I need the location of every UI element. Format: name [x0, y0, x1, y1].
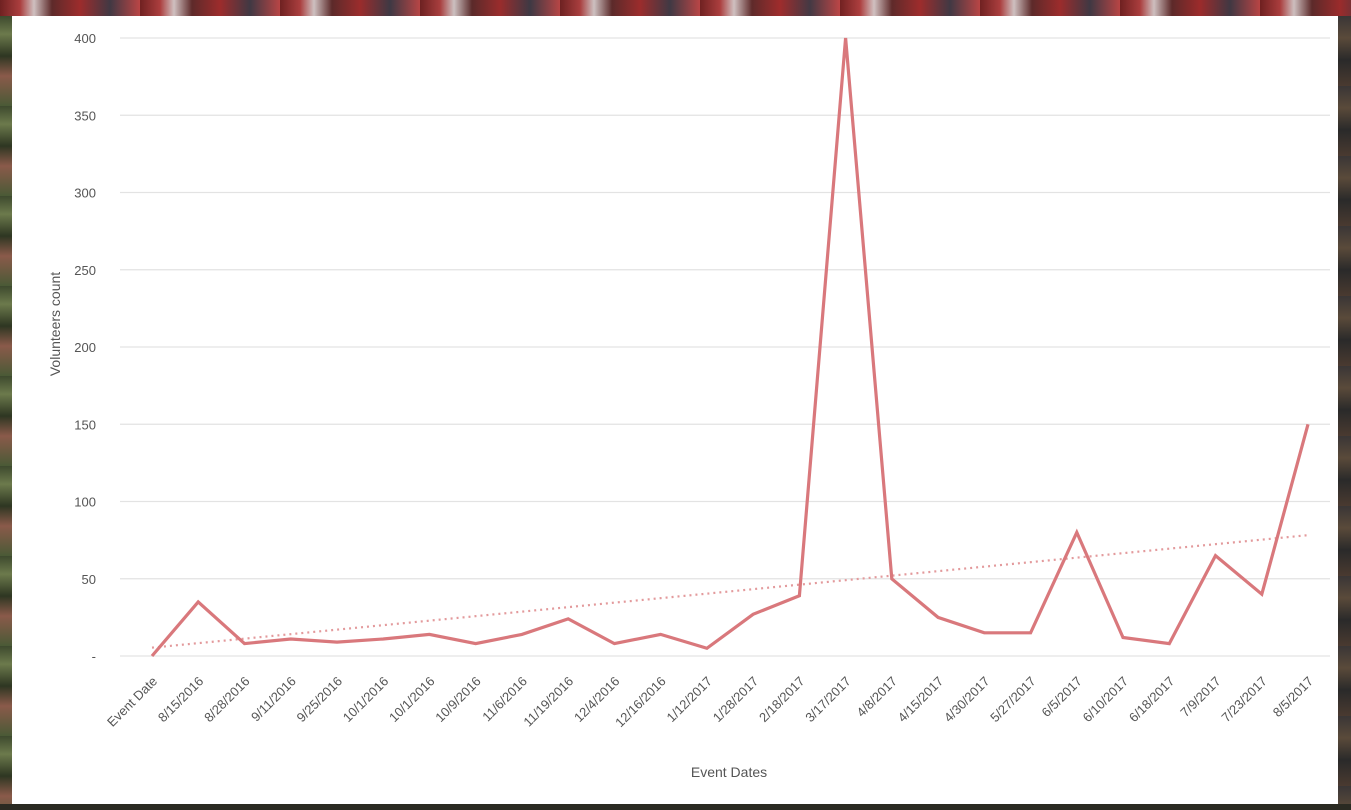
- series-line: [150, 37, 1310, 658]
- y-tick-label: 300: [74, 186, 96, 201]
- trendline: [151, 534, 1309, 649]
- gridlines: [120, 37, 1330, 657]
- background-photo-top: [0, 0, 1351, 16]
- x-tick-label: 5/27/2017: [987, 674, 1039, 726]
- x-tick-label: Event Date: [104, 674, 160, 730]
- x-tick-label: 6/10/2017: [1080, 674, 1132, 726]
- y-tick-labels: - 50 100 150 200 250 300 350 400: [74, 31, 96, 664]
- x-tick-label: 8/5/2017: [1270, 674, 1316, 720]
- x-tick-label: 10/9/2016: [432, 674, 484, 726]
- x-tick-label: 9/11/2016: [248, 674, 299, 725]
- y-tick-label: 400: [74, 31, 96, 46]
- background-photo-right: [1338, 16, 1351, 810]
- x-tick-label: 7/9/2017: [1177, 674, 1223, 720]
- y-tick-label: 100: [74, 495, 96, 510]
- y-tick-label: 150: [74, 417, 96, 432]
- x-tick-label: 4/15/2017: [895, 674, 947, 726]
- x-tick-label: 4/30/2017: [941, 674, 993, 726]
- x-tick-label: 12/16/2016: [612, 674, 669, 731]
- trendline-group: [151, 534, 1309, 649]
- x-tick-label: 6/18/2017: [1126, 674, 1178, 726]
- y-axis-label: Volunteers count: [47, 272, 63, 376]
- x-tick-label: 1/12/2017: [663, 674, 715, 726]
- x-tick-label: 1/28/2017: [710, 674, 762, 726]
- x-tick-label: 8/28/2016: [201, 674, 253, 726]
- x-tick-labels: Event Date8/15/20168/28/20169/11/20169/2…: [104, 674, 1316, 731]
- x-tick-label: 7/23/2017: [1218, 674, 1270, 726]
- x-tick-label: 4/8/2017: [854, 674, 900, 720]
- x-tick-label: 3/17/2017: [802, 674, 854, 726]
- y-tick-label: 350: [74, 108, 96, 123]
- x-tick-label: 11/19/2016: [520, 674, 576, 730]
- background-photo-left: [0, 16, 12, 810]
- x-tick-label: 8/15/2016: [155, 674, 207, 726]
- x-tick-label: 6/5/2017: [1039, 674, 1085, 720]
- x-axis-label: Event Dates: [691, 764, 767, 780]
- x-tick-label: 10/1/2016: [386, 674, 438, 726]
- y-tick-label: -: [92, 649, 96, 664]
- y-tick-label: 250: [74, 263, 96, 278]
- x-tick-label: 10/1/2016: [340, 674, 392, 726]
- y-tick-label: 50: [82, 572, 96, 587]
- x-tick-label: 2/18/2017: [756, 674, 808, 726]
- background-photo-bottom: [0, 804, 1351, 810]
- chart-panel: - 50 100 150 200 250 300 350 400 Event Date 8/15/…: [12, 16, 1338, 804]
- x-tick-label: 9/25/2016: [294, 674, 346, 726]
- y-tick-label: 200: [74, 340, 96, 355]
- line-chart: - 50 100 150 200 250 300 350 400 Event Date8/15/…: [47, 31, 1330, 780]
- series-group: [150, 37, 1310, 658]
